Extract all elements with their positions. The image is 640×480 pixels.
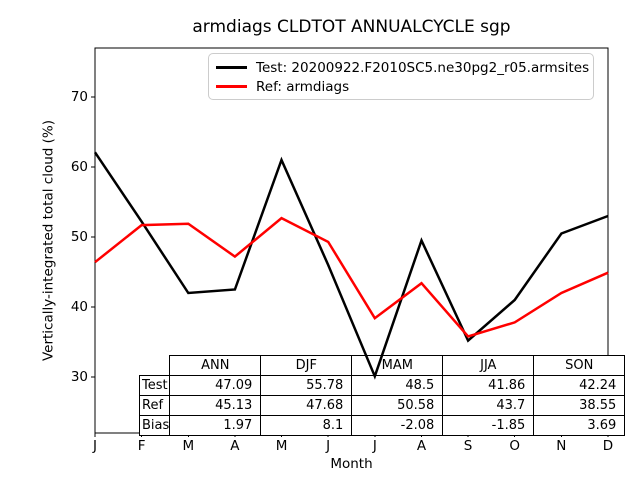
table-row: Ref 45.13 47.68 50.58 43.7 38.55 xyxy=(138,394,626,416)
test-line xyxy=(93,151,609,380)
ref-line-swatch xyxy=(216,85,247,88)
x-tick-label: M xyxy=(182,438,195,454)
x-tick-label: A xyxy=(230,438,240,454)
x-tick-label: F xyxy=(137,438,146,454)
y-tick-label: 30 xyxy=(70,369,88,385)
table-value-cell: 42.24 xyxy=(533,374,626,396)
table-column-header: MAM xyxy=(351,355,444,376)
table-value-cell: 47.68 xyxy=(260,394,353,416)
x-tick-label: O xyxy=(509,438,521,454)
table-value-cell: -1.85 xyxy=(442,414,535,436)
table-value-cell: 38.55 xyxy=(533,394,626,416)
x-tick-label: S xyxy=(463,438,473,454)
table-value-cell: 8.1 xyxy=(260,414,353,436)
legend-item: Test: 20200922.F2010SC5.ne30pg2_r05.arms… xyxy=(216,58,593,77)
y-tick-label: 50 xyxy=(70,229,88,245)
y-tick-label: 60 xyxy=(70,159,88,175)
table-row: Bias 1.97 8.1 -2.08 -1.85 3.69 xyxy=(138,414,626,436)
table-value-cell: 1.97 xyxy=(169,414,262,436)
table-row-label: Bias xyxy=(138,414,171,436)
table-corner-cell xyxy=(140,356,170,376)
x-tick-label: J xyxy=(93,438,97,454)
table-column-header: ANN xyxy=(169,355,262,376)
table-row-label: Ref xyxy=(138,394,171,416)
table-value-cell: -2.08 xyxy=(351,414,444,436)
x-tick-label: D xyxy=(602,438,614,454)
table-value-cell: 55.78 xyxy=(260,374,353,396)
legend: Test: 20200922.F2010SC5.ne30pg2_r05.arms… xyxy=(208,53,594,100)
test-line-swatch xyxy=(216,66,247,69)
table-value-cell: 3.69 xyxy=(533,414,626,436)
table-column-header: JJA xyxy=(442,355,535,376)
x-tick-label: N xyxy=(556,438,567,454)
table-value-cell: 41.86 xyxy=(442,374,535,396)
table-value-cell: 47.09 xyxy=(169,374,262,396)
x-tick-label: J xyxy=(326,438,331,454)
ref-line xyxy=(94,216,609,338)
table-row-label: Test xyxy=(138,374,171,396)
legend-item-label: Test: 20200922.F2010SC5.ne30pg2_r05.arms… xyxy=(256,59,590,76)
stats-table: ANN DJF MAM JJA SON Test 47.09 55.78 48.5 41.86 42… xyxy=(138,355,626,436)
x-tick-label: A xyxy=(416,438,427,454)
table-column-header: SON xyxy=(533,355,626,376)
x-tick-label: M xyxy=(275,438,288,454)
y-tick-label: 40 xyxy=(70,299,88,315)
table-value-cell: 43.7 xyxy=(442,394,535,416)
x-tick-label: J xyxy=(372,438,377,454)
table-column-header: DJF xyxy=(260,355,353,376)
legend-item: Ref: armdiags xyxy=(216,77,593,96)
table-value-cell: 48.5 xyxy=(351,374,444,396)
table-value-cell: 50.58 xyxy=(351,394,444,416)
x-axis-label: Month xyxy=(330,456,373,472)
chart-title: armdiags CLDTOT ANNUALCYCLE sgp xyxy=(192,17,511,37)
legend-item-label: Ref: armdiags xyxy=(256,78,350,95)
table-row: Test 47.09 55.78 48.5 41.86 42.24 xyxy=(138,374,626,396)
y-axis-label: Vertically-integrated total cloud (%) xyxy=(40,119,57,362)
table-value-cell: 45.13 xyxy=(169,394,262,416)
y-tick-label: 70 xyxy=(70,89,88,105)
